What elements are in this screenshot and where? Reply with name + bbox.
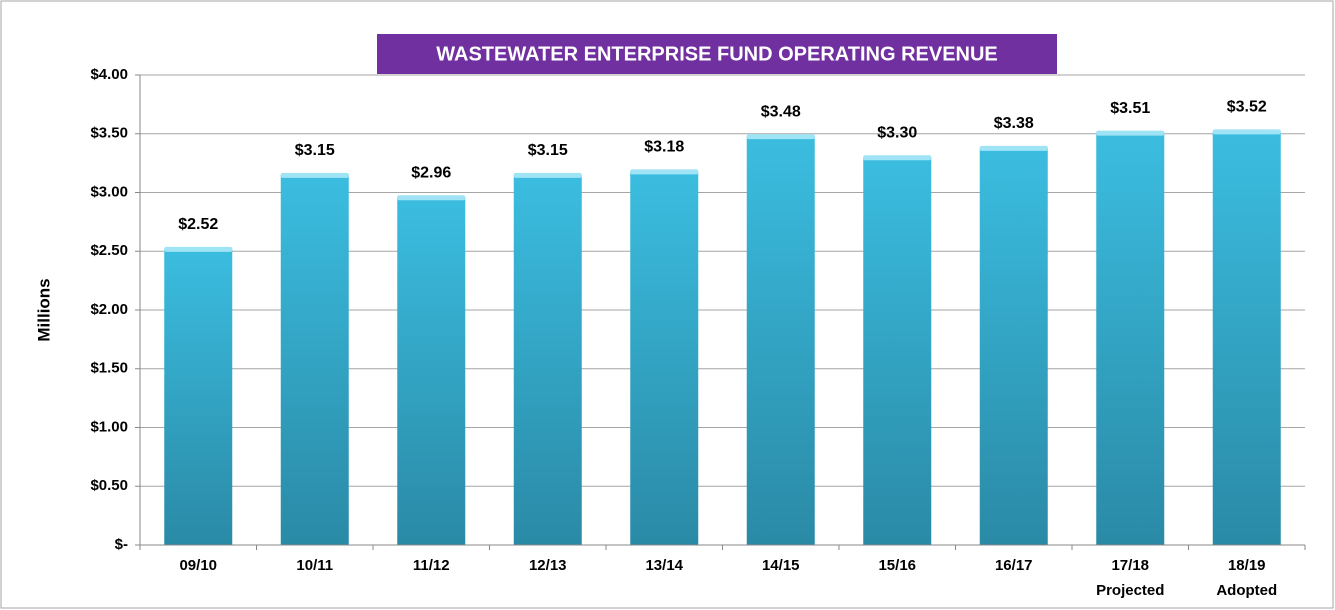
bar (1212, 131, 1281, 545)
y-tick-label: $4.00 (90, 66, 128, 83)
data-label: $3.15 (295, 142, 335, 159)
x-tick-label: 10/11 (296, 557, 334, 574)
x-tick-label: 14/15 (761, 557, 800, 574)
data-label: $3.48 (761, 103, 801, 120)
y-axis-label: Millions (34, 278, 53, 341)
bar (863, 157, 932, 545)
bar-cap (746, 134, 815, 140)
x-tick-label: 15/16 (878, 557, 917, 574)
bar (164, 248, 233, 545)
bar-cap (630, 169, 699, 175)
bar (979, 147, 1048, 545)
y-tick-label: $1.50 (90, 360, 128, 377)
y-tick-label: $- (115, 536, 128, 553)
chart-title: WASTEWATER ENTERPRISE FUND OPERATING REV… (436, 43, 998, 65)
data-label: $3.30 (877, 124, 917, 141)
y-tick-label: $1.00 (90, 418, 128, 435)
bar-cap (280, 172, 349, 178)
x-tick-label: 16/17 (994, 557, 1033, 574)
y-tick-label: $2.50 (90, 242, 128, 259)
bar (513, 174, 582, 545)
bar (746, 136, 815, 545)
data-label: $3.38 (994, 115, 1034, 132)
x-tick-label: 12/13 (528, 557, 567, 574)
x-tick-label: 09/10 (179, 557, 218, 574)
bar (630, 171, 699, 545)
y-tick-label: $0.50 (90, 477, 128, 494)
title-box (377, 34, 1057, 74)
data-label: $2.52 (178, 216, 218, 233)
x-tick-label: 13/14 (645, 557, 684, 574)
y-tick-label: $2.00 (90, 301, 128, 318)
bar (280, 174, 349, 545)
bar-cap (164, 246, 233, 252)
x-tick-label: 17/18 Projected (1096, 557, 1165, 599)
bar-cap (1212, 129, 1281, 135)
data-label: $3.18 (644, 139, 684, 156)
bar-cap (979, 145, 1048, 151)
bar-cap (513, 172, 582, 178)
data-label: $3.15 (528, 142, 568, 159)
bar (1096, 132, 1165, 545)
bar-cap (1096, 130, 1165, 136)
data-label: $3.52 (1227, 99, 1267, 116)
bar-cap (397, 195, 466, 201)
bar (397, 197, 466, 545)
data-label: $3.51 (1110, 100, 1150, 117)
y-tick-label: $3.00 (90, 183, 128, 200)
data-label: $2.96 (411, 164, 451, 181)
x-tick-label: 18/19 Adopted (1216, 557, 1278, 599)
y-tick-label: $3.50 (90, 125, 128, 142)
bar-cap (863, 155, 932, 161)
x-tick-label: 11/12 (412, 557, 450, 574)
